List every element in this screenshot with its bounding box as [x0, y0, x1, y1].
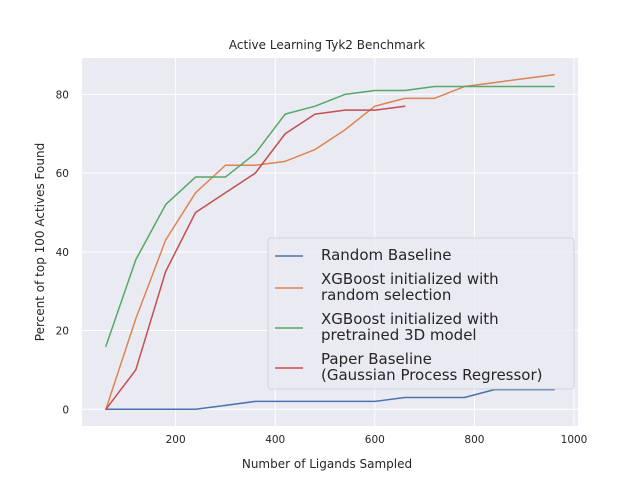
series-line	[105, 105, 406, 411]
legend-entry-line: pretrained 3D model	[321, 326, 477, 344]
chart-title: Active Learning Tyk2 Benchmark	[229, 38, 425, 52]
x-tick-label: 200	[166, 434, 186, 446]
legend-entry-line: Random Baseline	[321, 246, 451, 264]
series-line	[105, 73, 555, 411]
legend-entry-label: XGBoost initialized with random selection	[321, 270, 499, 304]
legend-entry-line: (Gaussian Process Regressor)	[321, 366, 543, 384]
legend-entry-line: XGBoost initialized with	[321, 270, 499, 288]
y-tick-label: 60	[56, 168, 69, 180]
legend-entry-line: XGBoost initialized with	[321, 310, 499, 328]
y-axis-label: Percent of top 100 Actives Found	[33, 143, 47, 341]
legend-entry-line: Paper Baseline	[321, 350, 432, 368]
axis-ticks: 200 400 600 800 1000 0 20 40 60 80	[56, 89, 588, 446]
legend-entry-line: random selection	[321, 286, 451, 304]
y-tick-label: 20	[56, 326, 69, 338]
y-tick-label: 40	[56, 247, 69, 259]
x-tick-label: 800	[464, 434, 484, 446]
x-axis-label: Number of Ligands Sampled	[242, 457, 412, 471]
legend-box	[267, 237, 575, 390]
legend-entry-label: Random Baseline	[321, 246, 451, 264]
y-tick-label: 80	[56, 89, 69, 101]
y-tick-label: 0	[62, 404, 69, 416]
x-tick-label: 1000	[561, 434, 588, 446]
legend-entry-label: Paper Baseline (Gaussian Process Regresso…	[321, 350, 543, 384]
series-lines	[105, 73, 555, 411]
x-tick-label: 400	[265, 434, 285, 446]
series-line	[105, 388, 555, 411]
series-line	[105, 85, 555, 348]
legend-entry-label: XGBoost initialized with pretrained 3D mo…	[321, 310, 499, 344]
x-tick-label: 600	[365, 434, 385, 446]
